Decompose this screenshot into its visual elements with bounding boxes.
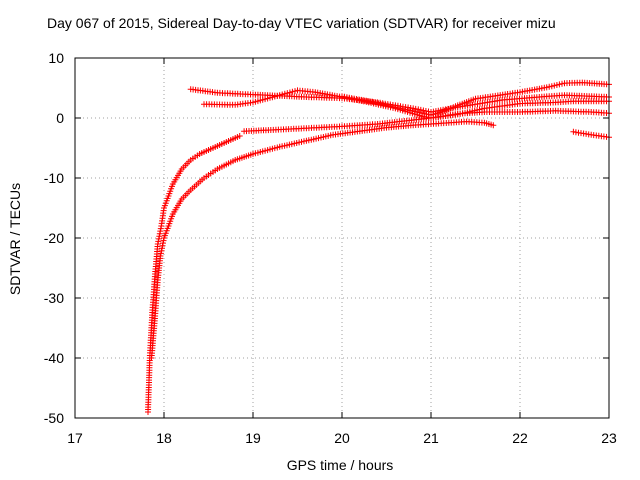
data-point [546, 83, 553, 90]
x-tick-label: 19 [245, 430, 261, 446]
x-tick-label: 18 [156, 430, 172, 446]
series-track-6 [241, 107, 612, 135]
series-track-5 [339, 79, 612, 118]
chart-title: Day 067 of 2015, Sidereal Day-to-day VTE… [47, 15, 556, 31]
data-point [417, 106, 424, 113]
tick-labels: 17 18 19 20 21 22 23 -50 -40 -30 -20 -10 0 10 [44, 50, 617, 446]
y-tick-label: -10 [44, 170, 64, 186]
data-point [490, 122, 497, 129]
data-point [289, 88, 296, 95]
data-point [556, 81, 563, 88]
x-tick-label: 17 [67, 430, 83, 446]
x-tick-label: 22 [512, 430, 528, 446]
plot-frame [74, 57, 610, 419]
x-tick-label: 20 [334, 430, 350, 446]
data-point [284, 90, 291, 97]
y-tick-label: -40 [44, 350, 64, 366]
series-track-1 [145, 133, 243, 415]
data-points [145, 79, 612, 415]
y-tick-label: 10 [48, 50, 64, 66]
data-point [279, 91, 286, 98]
x-tick-label: 23 [601, 430, 617, 446]
y-tick-label: -50 [44, 410, 64, 426]
series-track-2 [148, 118, 497, 361]
series-track-7 [570, 128, 612, 141]
x-tick-label: 21 [423, 430, 439, 446]
y-axis-label: SDTVAR / TECUs [7, 183, 23, 295]
data-point [551, 82, 558, 89]
y-tick-label: 0 [56, 110, 64, 126]
y-tick-label: -30 [44, 290, 64, 306]
series-track-3 [187, 86, 612, 115]
y-tick-label: -20 [44, 230, 64, 246]
data-point [236, 133, 243, 139]
x-axis-label: GPS time / hours [287, 457, 394, 473]
